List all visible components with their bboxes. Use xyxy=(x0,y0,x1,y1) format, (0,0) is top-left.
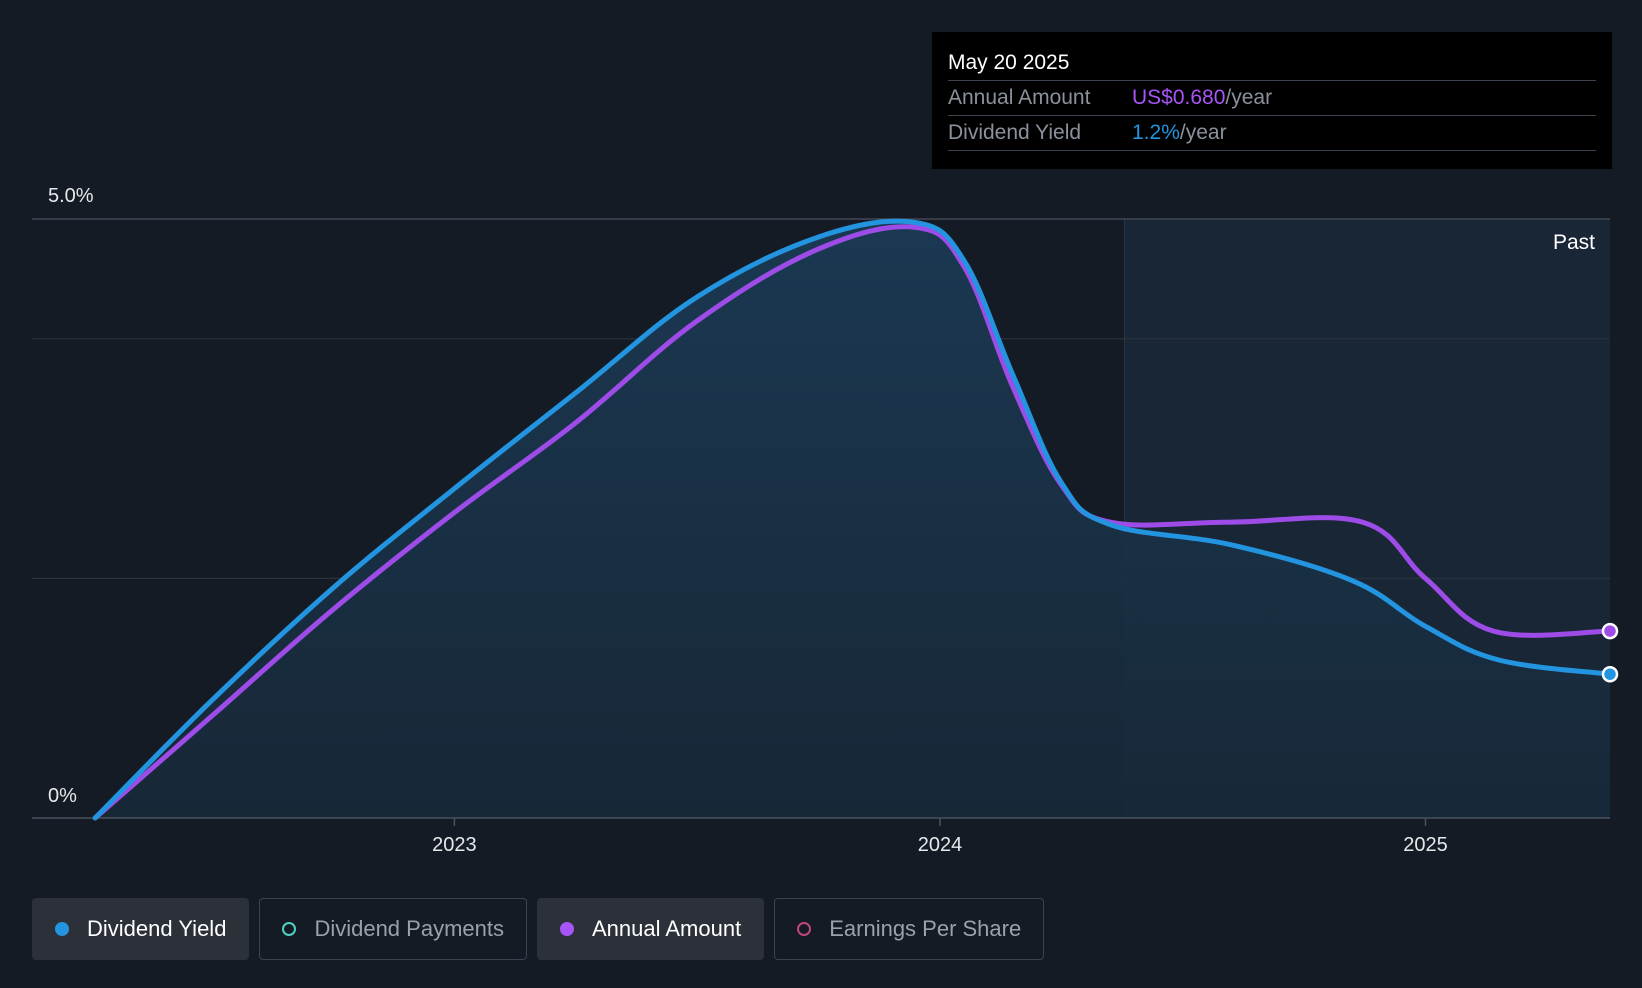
end-markers xyxy=(1601,622,1619,683)
x-tick-label: 2025 xyxy=(1403,834,1448,856)
dividend-payments-ring-icon xyxy=(282,922,297,936)
annual-amount-dot-icon xyxy=(559,922,574,936)
tooltip-label: Annual Amount xyxy=(948,86,1091,109)
tooltip-unit: /year xyxy=(1179,121,1227,144)
legend-label: Annual Amount xyxy=(591,916,742,941)
tooltip-date: May 20 2025 xyxy=(948,46,1596,81)
dividend-yield-line xyxy=(92,218,1613,821)
x-axis-ticks: 2023 2024 2025 xyxy=(432,818,1448,856)
legend-label: Earnings Per Share xyxy=(829,916,1022,941)
tooltip-value: US$0.680 xyxy=(1132,86,1226,109)
x-tick-label: 2023 xyxy=(432,834,477,856)
tooltip-row-dividend-yield: Dividend Yield 1.2% /year xyxy=(948,116,1596,151)
x-tick-label: 2024 xyxy=(918,834,963,856)
legend-annual-amount-button[interactable]: Annual Amount xyxy=(536,898,765,960)
y-axis-bottom-label: 0% xyxy=(48,785,77,807)
tooltip: May 20 2025 Annual Amount US$0.680 /year… xyxy=(932,32,1612,169)
tooltip-unit: /year xyxy=(1225,86,1273,109)
earnings-per-share-ring-icon xyxy=(797,922,812,936)
tooltip-label: Dividend Yield xyxy=(948,121,1082,144)
dividend-yield-dot-icon xyxy=(55,922,69,936)
legend-label: Dividend Yield xyxy=(87,916,227,941)
annual-amount-line xyxy=(92,224,1613,821)
tooltip-value: 1.2% xyxy=(1132,121,1180,144)
series-lines xyxy=(92,218,1613,821)
legend-dividend-payments-button[interactable]: Dividend Payments xyxy=(259,898,527,960)
dividend-yield-area xyxy=(95,221,1611,818)
tooltip-row-annual-amount: Annual Amount US$0.680 /year xyxy=(948,81,1596,116)
legend-dividend-yield-button[interactable]: Dividend Yield xyxy=(32,898,250,960)
y-axis-top-label: 5.0% xyxy=(48,185,94,207)
past-label: Past xyxy=(1553,231,1595,254)
legend-earnings-per-share-button[interactable]: Earnings Per Share xyxy=(774,898,1045,960)
legend-label: Dividend Payments xyxy=(314,916,504,941)
annual-amount-end-marker xyxy=(1601,622,1619,640)
legend: Dividend Yield Dividend Payments Annual … xyxy=(32,898,1045,960)
dividend-yield-end-marker xyxy=(1601,665,1619,683)
